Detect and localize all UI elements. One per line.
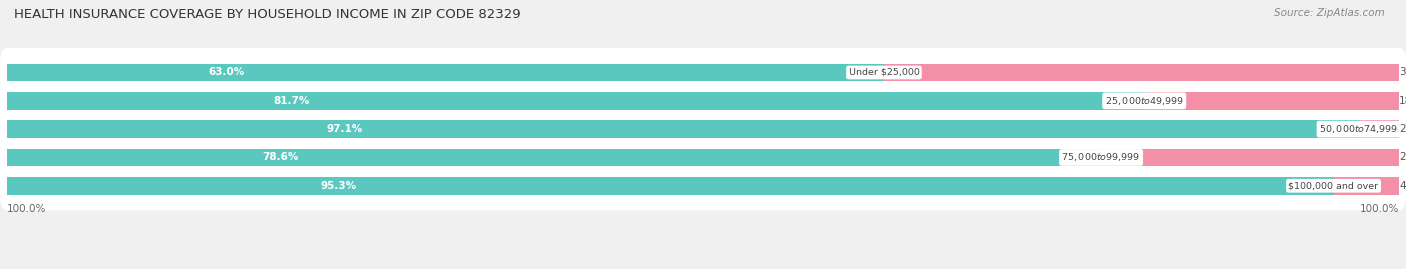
Text: 100.0%: 100.0% (1360, 204, 1399, 214)
Bar (7, 149, 1101, 166)
FancyBboxPatch shape (0, 76, 1406, 125)
Bar (1333, 177, 1399, 194)
Text: $100,000 and over: $100,000 and over (1288, 181, 1379, 190)
Text: $25,000 to $49,999: $25,000 to $49,999 (1105, 95, 1184, 107)
Text: 100.0%: 100.0% (7, 204, 46, 214)
Text: Under $25,000: Under $25,000 (848, 68, 920, 77)
FancyBboxPatch shape (0, 133, 1406, 182)
Text: 2.9%: 2.9% (1399, 124, 1406, 134)
Bar (7, 177, 1333, 194)
Bar (1144, 92, 1399, 109)
Bar (1101, 149, 1399, 166)
Text: 81.7%: 81.7% (273, 96, 309, 106)
Bar (1358, 120, 1399, 138)
Text: 97.1%: 97.1% (326, 124, 363, 134)
FancyBboxPatch shape (0, 161, 1406, 210)
Text: $50,000 to $74,999: $50,000 to $74,999 (1319, 123, 1398, 135)
Bar (884, 64, 1399, 81)
Bar (7, 120, 1358, 138)
Text: 21.4%: 21.4% (1399, 153, 1406, 162)
FancyBboxPatch shape (0, 104, 1406, 154)
Bar (7, 92, 1144, 109)
Text: 37.0%: 37.0% (1399, 68, 1406, 77)
Text: 78.6%: 78.6% (263, 153, 298, 162)
Text: 95.3%: 95.3% (321, 181, 357, 191)
Text: HEALTH INSURANCE COVERAGE BY HOUSEHOLD INCOME IN ZIP CODE 82329: HEALTH INSURANCE COVERAGE BY HOUSEHOLD I… (14, 8, 520, 21)
Text: Source: ZipAtlas.com: Source: ZipAtlas.com (1274, 8, 1385, 18)
Text: $75,000 to $99,999: $75,000 to $99,999 (1062, 151, 1140, 164)
Text: 63.0%: 63.0% (208, 68, 245, 77)
Bar (7, 64, 884, 81)
Text: 18.3%: 18.3% (1399, 96, 1406, 106)
Text: 4.7%: 4.7% (1399, 181, 1406, 191)
FancyBboxPatch shape (0, 48, 1406, 97)
